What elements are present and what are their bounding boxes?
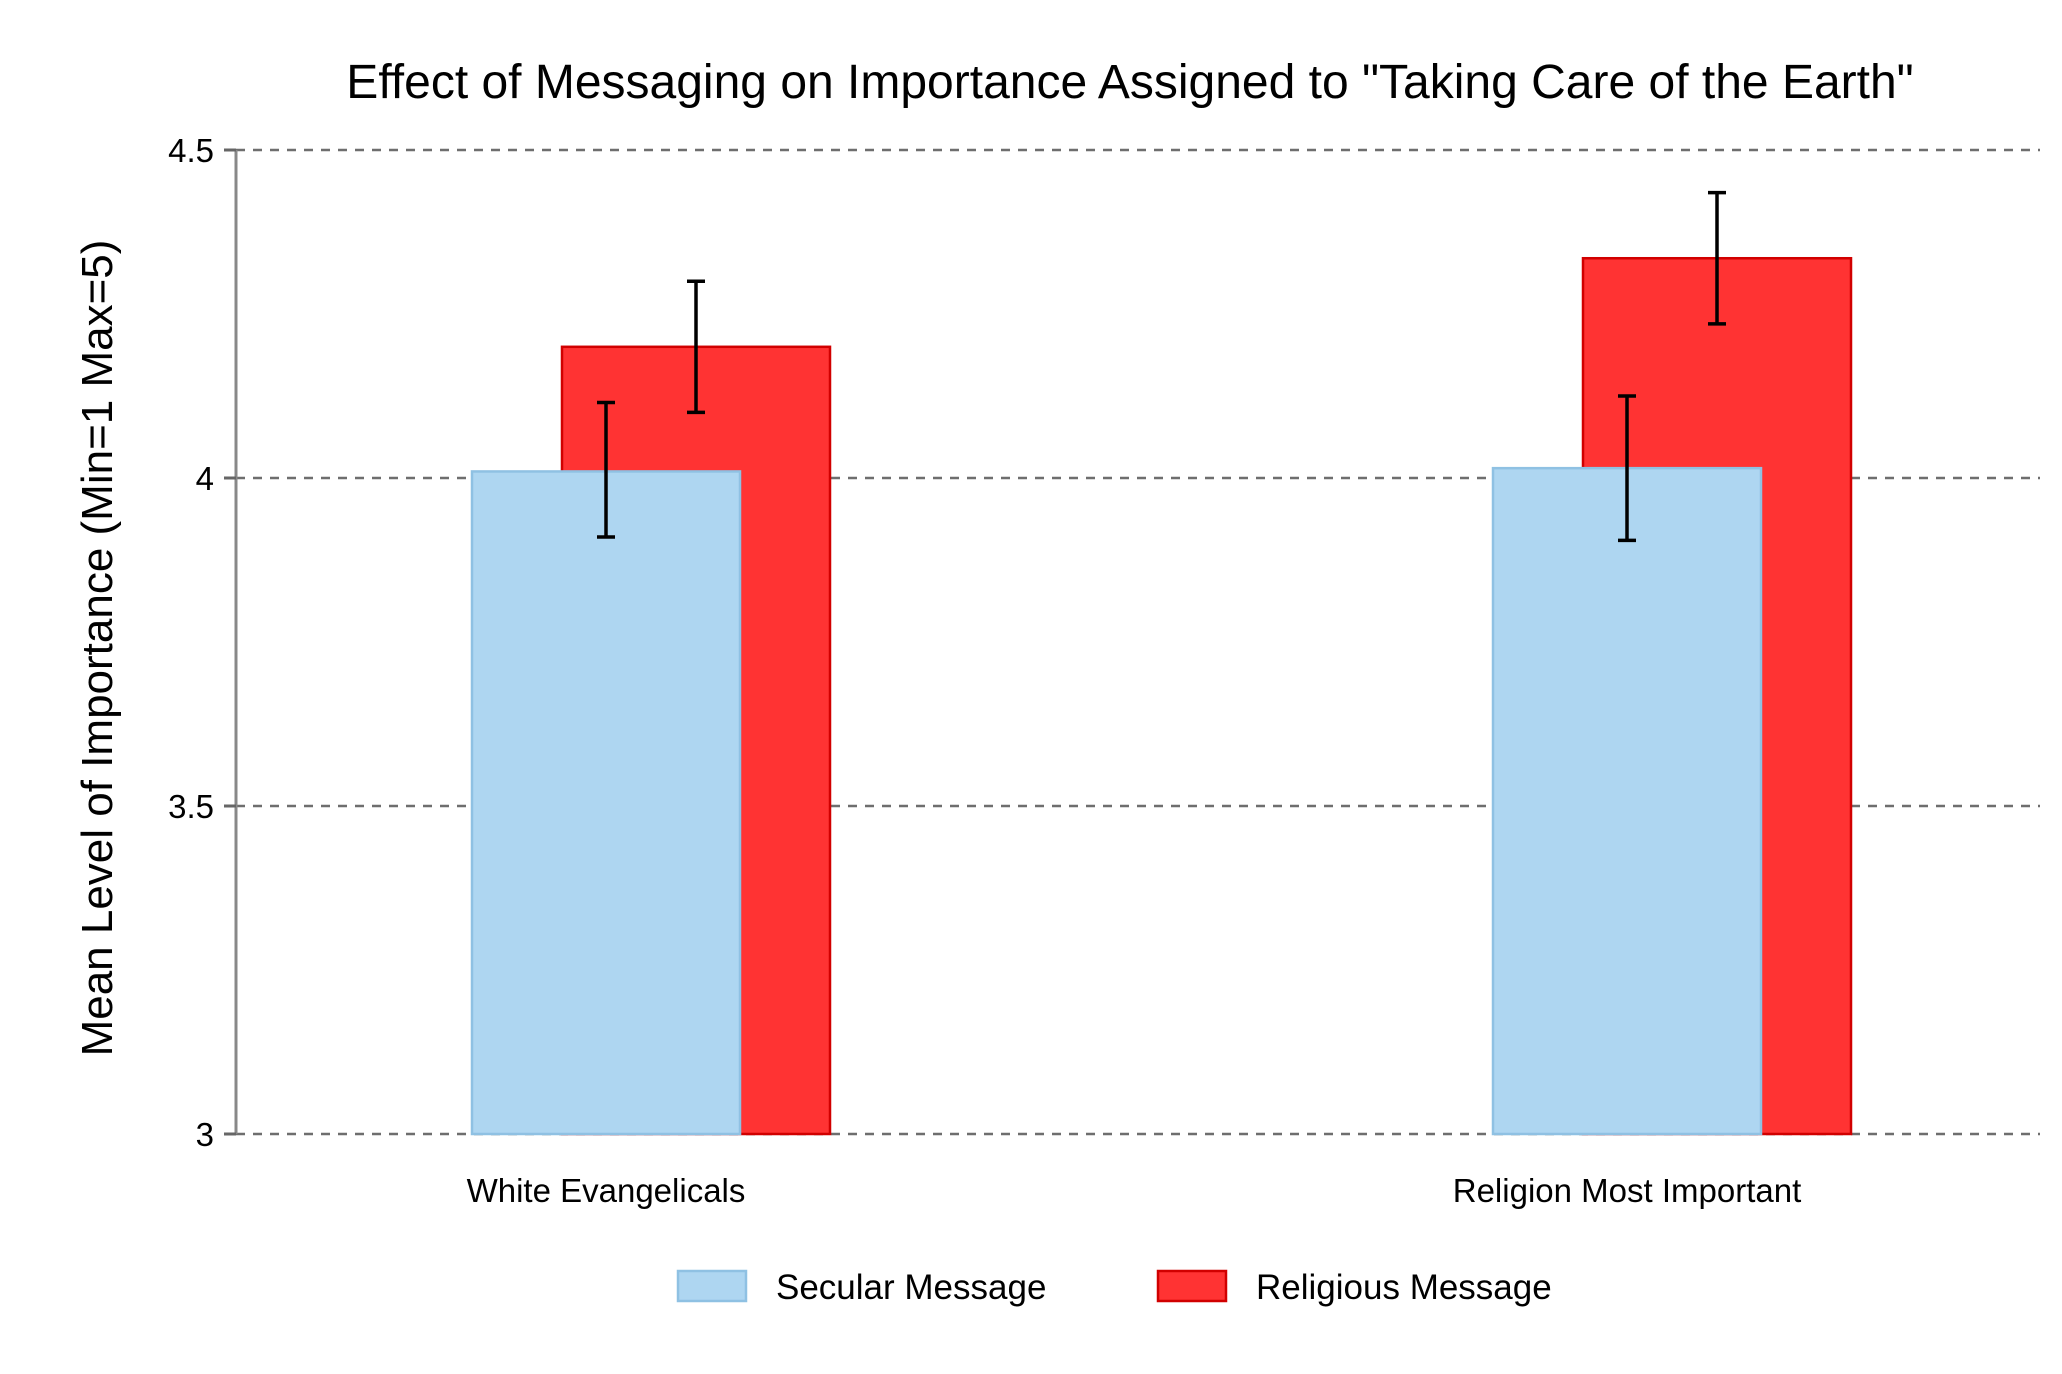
y-axis-ticks: 3 3.5 4 4.5 (168, 132, 236, 1153)
error-bar-secular-1 (1618, 394, 1636, 543)
y-tick-label: 3.5 (168, 788, 214, 825)
legend-swatch-religious (1156, 1269, 1228, 1303)
chart-title: Effect of Messaging on Importance Assign… (346, 56, 1913, 109)
error-bars (597, 190, 1726, 543)
bars (470, 256, 1853, 1136)
error-bar-religious-1 (1708, 190, 1726, 326)
bar-secular-0 (470, 470, 742, 1136)
x-tick-label: Religion Most Important (1453, 1172, 1801, 1209)
legend: Secular Message Religious Message (676, 1268, 1552, 1307)
error-bar-religious-0 (687, 279, 705, 415)
x-tick-label: White Evangelicals (467, 1172, 746, 1209)
legend-label-secular: Secular Message (776, 1268, 1046, 1307)
y-axis-label: Mean Level of Importance (Min=1 Max=5) (73, 240, 122, 1057)
legend-label-religious: Religious Message (1256, 1268, 1552, 1307)
y-tick-label: 4 (196, 460, 214, 497)
y-tick-label: 4.5 (168, 132, 214, 169)
x-axis-labels: White Evangelicals Religion Most Importan… (467, 1172, 1802, 1209)
error-bar-secular-0 (597, 400, 615, 539)
bar-secular-1 (1491, 466, 1763, 1136)
legend-swatch-secular (676, 1269, 748, 1303)
y-tick-label: 3 (196, 1116, 214, 1153)
